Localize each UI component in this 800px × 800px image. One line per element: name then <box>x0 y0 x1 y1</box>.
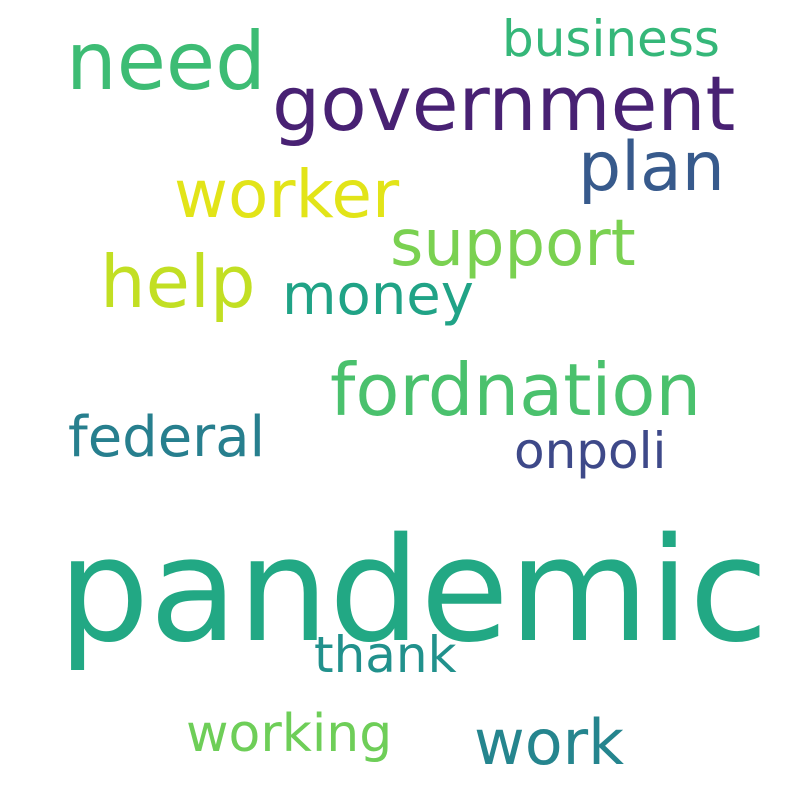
word-pandemic: pandemic <box>58 506 769 674</box>
word-government: government <box>272 59 736 148</box>
word-money: money <box>282 263 474 328</box>
word-onpoli: onpoli <box>514 422 667 480</box>
word-work: work <box>474 706 625 779</box>
word-business: business <box>502 10 720 68</box>
word-working: working <box>186 704 393 764</box>
word-thank: thank <box>314 626 457 684</box>
word-federal: federal <box>68 405 266 470</box>
word-need: need <box>66 15 266 108</box>
word-worker: worker <box>174 156 400 233</box>
word-support: support <box>390 207 636 281</box>
word-help: help <box>100 240 256 324</box>
word-plan: plan <box>578 128 725 207</box>
word-fordnation: fordnation <box>330 348 702 432</box>
